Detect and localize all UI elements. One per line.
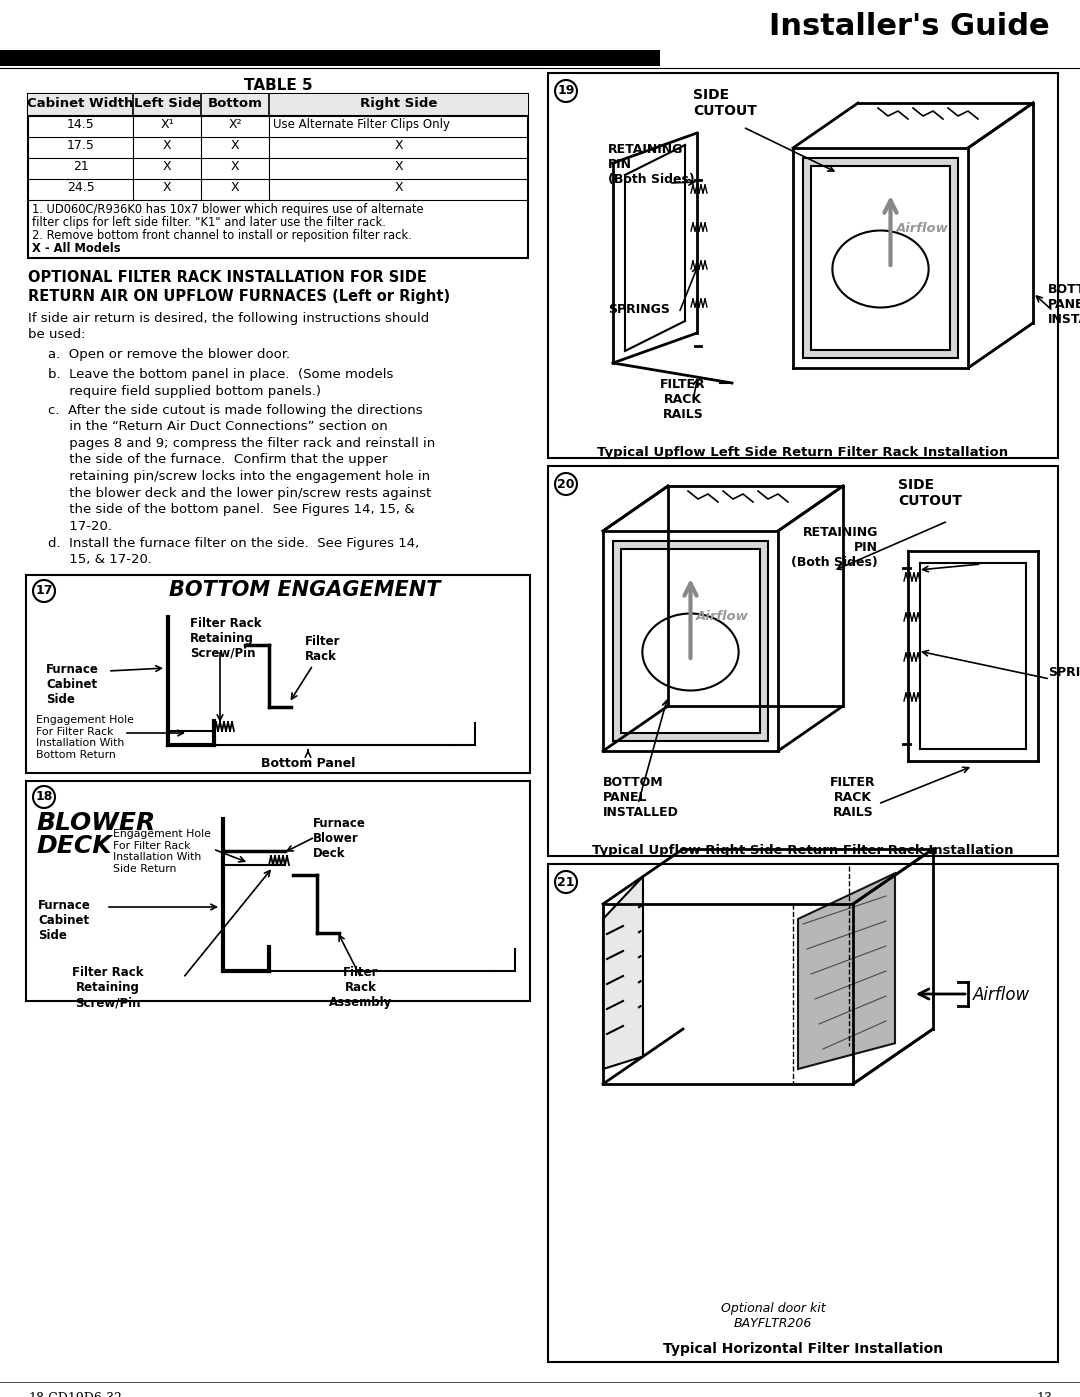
Text: BOTTOM
PANEL
INSTALLED: BOTTOM PANEL INSTALLED bbox=[603, 775, 679, 819]
Text: SIDE
CUTOUT: SIDE CUTOUT bbox=[693, 88, 757, 119]
Text: Engagement Hole
For Filter Rack
Installation With
Bottom Return: Engagement Hole For Filter Rack Installa… bbox=[36, 715, 134, 760]
Text: X¹: X¹ bbox=[160, 117, 174, 131]
Text: Use Alternate Filter Clips Only: Use Alternate Filter Clips Only bbox=[273, 117, 450, 131]
Bar bbox=[548, 863, 1058, 1362]
Text: FILTER
RACK
RAILS: FILTER RACK RAILS bbox=[831, 775, 876, 819]
Ellipse shape bbox=[833, 231, 929, 307]
Text: Bottom: Bottom bbox=[207, 96, 262, 110]
Text: Engagement Hole
For Filter Rack
Installation With
Side Return: Engagement Hole For Filter Rack Installa… bbox=[113, 828, 211, 873]
Text: Bottom Panel: Bottom Panel bbox=[260, 757, 355, 770]
Text: Installer's Guide: Installer's Guide bbox=[769, 13, 1050, 41]
Text: Right Side: Right Side bbox=[360, 96, 437, 110]
Text: 24.5: 24.5 bbox=[67, 182, 94, 194]
Text: OPTIONAL FILTER RACK INSTALLATION FOR SIDE
RETURN AIR ON UPFLOW FURNACES (Left o: OPTIONAL FILTER RACK INSTALLATION FOR SI… bbox=[28, 270, 450, 303]
Text: X: X bbox=[394, 182, 403, 194]
Bar bbox=[613, 541, 768, 740]
Bar bbox=[548, 73, 1058, 458]
Text: Typical Horizontal Filter Installation: Typical Horizontal Filter Installation bbox=[663, 1343, 943, 1356]
Text: FILTER
RACK
RAILS: FILTER RACK RAILS bbox=[660, 379, 706, 420]
Text: BOTTOM
PANEL
INSTALLED: BOTTOM PANEL INSTALLED bbox=[1048, 284, 1080, 326]
Text: d.  Install the furnace filter on the side.  See Figures 14,
     15, & 17-20.: d. Install the furnace filter on the sid… bbox=[48, 536, 419, 567]
Text: Filter
Rack: Filter Rack bbox=[305, 636, 340, 664]
Text: X: X bbox=[231, 161, 240, 173]
Text: Airflow: Airflow bbox=[895, 222, 948, 235]
Text: filter clips for left side filter. "K1" and later use the filter rack.: filter clips for left side filter. "K1" … bbox=[32, 217, 386, 229]
Polygon shape bbox=[798, 873, 895, 1069]
Bar bbox=[548, 467, 1058, 856]
Text: a.  Open or remove the blower door.: a. Open or remove the blower door. bbox=[48, 348, 291, 360]
Text: Airflow: Airflow bbox=[973, 986, 1030, 1004]
Text: SPRINGS: SPRINGS bbox=[1048, 666, 1080, 679]
Text: RETAINING
PIN
(Both Sides): RETAINING PIN (Both Sides) bbox=[608, 142, 694, 186]
Bar bbox=[811, 166, 950, 351]
Text: 2. Remove bottom front channel to install or reposition filter rack.: 2. Remove bottom front channel to instal… bbox=[32, 229, 411, 242]
Text: Airflow: Airflow bbox=[696, 609, 748, 623]
Text: Filter
Rack
Assembly: Filter Rack Assembly bbox=[329, 965, 393, 1009]
Text: Optional door kit
BAYFLTR206: Optional door kit BAYFLTR206 bbox=[720, 1302, 825, 1330]
Text: X: X bbox=[231, 138, 240, 152]
Text: SIDE
CUTOUT: SIDE CUTOUT bbox=[897, 478, 962, 509]
Text: Typical Upflow Left Side Return Filter Rack Installation: Typical Upflow Left Side Return Filter R… bbox=[597, 446, 1009, 460]
Text: BOTTOM ENGAGEMENT: BOTTOM ENGAGEMENT bbox=[170, 580, 441, 599]
Ellipse shape bbox=[643, 613, 739, 690]
Text: 21: 21 bbox=[72, 161, 89, 173]
Text: 19: 19 bbox=[557, 84, 575, 98]
Text: 21: 21 bbox=[557, 876, 575, 888]
Text: SPRINGS: SPRINGS bbox=[608, 303, 670, 316]
Bar bbox=[804, 158, 958, 358]
Text: Furnace
Blower
Deck: Furnace Blower Deck bbox=[313, 817, 366, 861]
Text: 20: 20 bbox=[557, 478, 575, 490]
Text: 1. UD060C/R936K0 has 10x7 blower which requires use of alternate: 1. UD060C/R936K0 has 10x7 blower which r… bbox=[32, 203, 423, 217]
Text: 17.5: 17.5 bbox=[67, 138, 94, 152]
Text: Cabinet Width: Cabinet Width bbox=[27, 96, 134, 110]
Text: X - All Models: X - All Models bbox=[32, 242, 121, 256]
Text: X: X bbox=[163, 182, 172, 194]
Text: Furnace
Cabinet
Side: Furnace Cabinet Side bbox=[38, 900, 91, 942]
Text: 14.5: 14.5 bbox=[67, 117, 94, 131]
Text: If side air return is desired, the following instructions should
be used:: If side air return is desired, the follo… bbox=[28, 312, 429, 341]
Bar bbox=[0, 50, 660, 66]
Text: 13: 13 bbox=[1036, 1391, 1052, 1397]
Bar bbox=[0, 0, 1080, 20]
Text: c.  After the side cutout is made following the directions
     in the “Return A: c. After the side cutout is made followi… bbox=[48, 404, 435, 532]
Text: Left Side: Left Side bbox=[134, 96, 201, 110]
Text: RETAINING
PIN
(Both Sides): RETAINING PIN (Both Sides) bbox=[792, 527, 878, 569]
Bar bbox=[26, 781, 530, 1002]
Text: Furnace
Cabinet
Side: Furnace Cabinet Side bbox=[46, 664, 99, 705]
Text: b.  Leave the bottom panel in place.  (Some models
     require field supplied b: b. Leave the bottom panel in place. (Som… bbox=[48, 367, 393, 398]
Bar bbox=[28, 94, 528, 258]
Text: X²: X² bbox=[228, 117, 242, 131]
Text: X: X bbox=[231, 182, 240, 194]
Text: Filter Rack
Retaining
Screw/Pin: Filter Rack Retaining Screw/Pin bbox=[190, 617, 261, 659]
Text: Filter Rack
Retaining
Screw/Pin: Filter Rack Retaining Screw/Pin bbox=[72, 965, 144, 1009]
Text: TABLE 5: TABLE 5 bbox=[244, 78, 312, 94]
Text: X: X bbox=[394, 138, 403, 152]
Text: Typical Upflow Right Side Return Filter Rack Installation: Typical Upflow Right Side Return Filter … bbox=[592, 844, 1014, 856]
Text: BLOWER
DECK: BLOWER DECK bbox=[36, 812, 156, 858]
Bar bbox=[26, 576, 530, 773]
Text: 17: 17 bbox=[36, 584, 53, 598]
Polygon shape bbox=[603, 876, 643, 1069]
Text: 18: 18 bbox=[36, 791, 53, 803]
Text: X: X bbox=[163, 161, 172, 173]
Text: X: X bbox=[394, 161, 403, 173]
Bar bbox=[28, 94, 528, 116]
Text: 18-CD19D6-32: 18-CD19D6-32 bbox=[28, 1391, 122, 1397]
Text: X: X bbox=[163, 138, 172, 152]
Bar bbox=[621, 549, 760, 733]
